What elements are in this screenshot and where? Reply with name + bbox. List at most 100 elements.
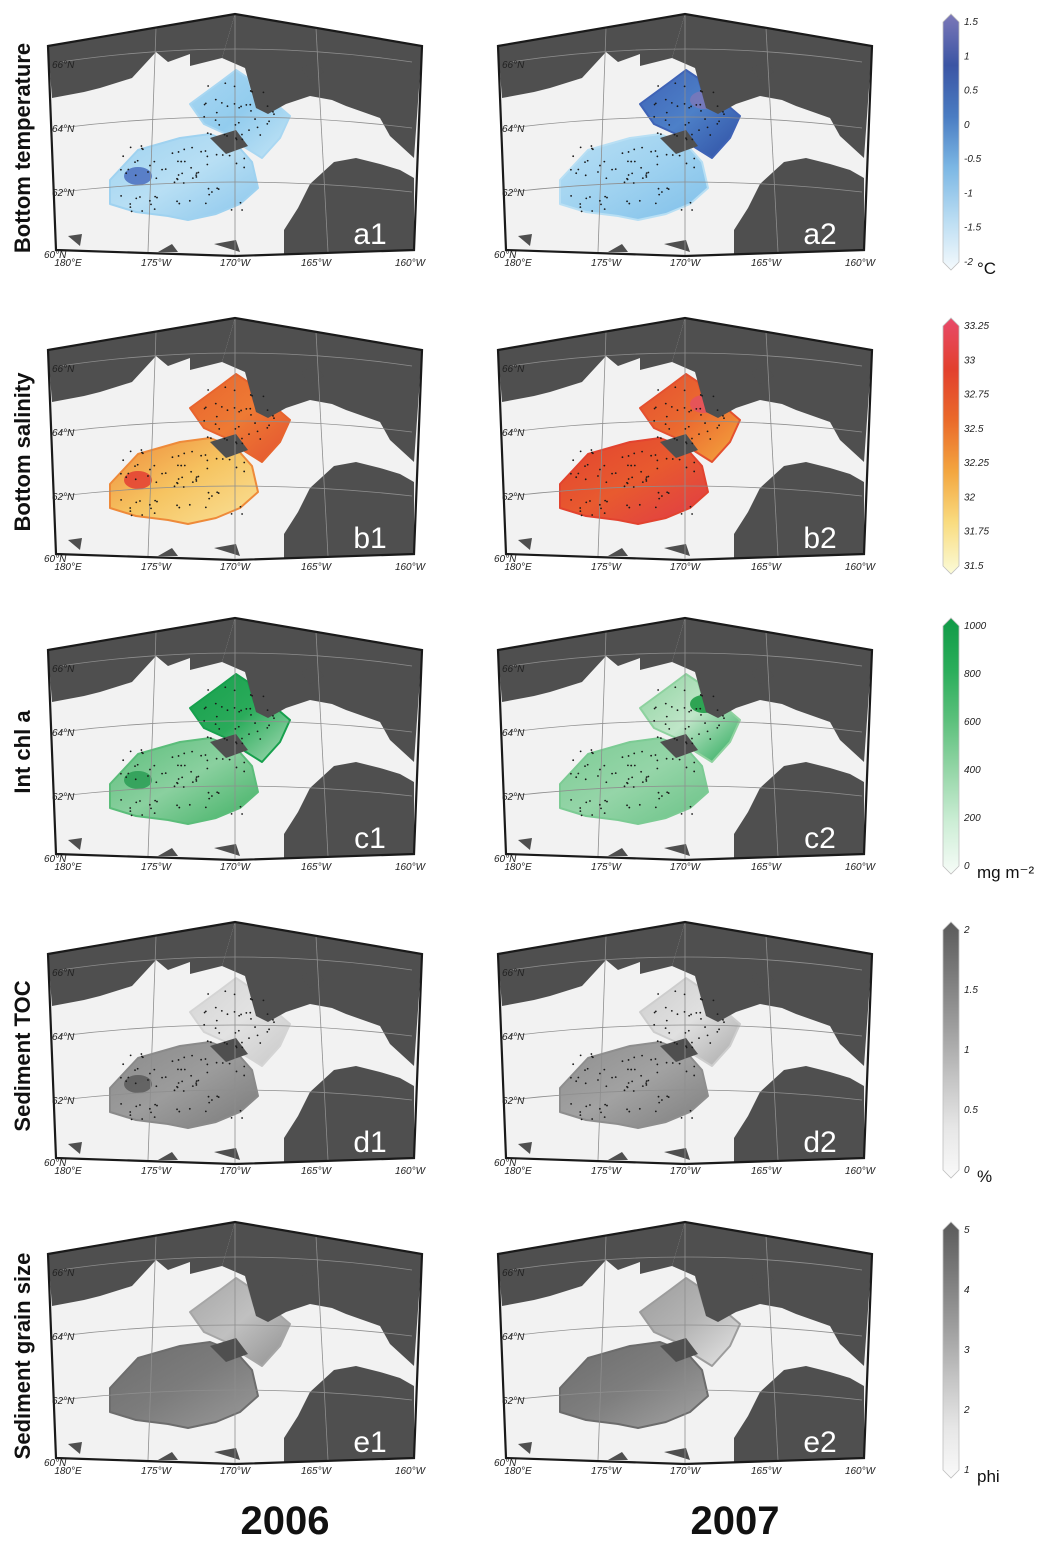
station-dot [266,1013,269,1016]
longitude-label: 160°W [845,1466,877,1477]
station-dot [188,199,191,202]
station-dot [223,1041,226,1044]
station-dot [233,85,236,88]
station-dot [251,694,253,697]
station-dot [650,150,653,153]
longitude-label: 160°W [395,258,427,269]
station-dot [656,467,659,470]
station-dot [570,472,572,475]
longitude-label: 180°E [504,1166,532,1177]
land-mass [68,1142,82,1154]
station-dot [203,707,206,710]
station-dot [248,1037,250,1040]
station-dot [656,1071,659,1074]
station-dot [181,172,184,175]
station-dot [153,160,156,163]
station-dot [176,504,178,507]
station-dot [241,1041,243,1044]
station-dot [161,772,163,775]
colorbar-temperature: 1.5 1 0.5 0 -0.5 -1 -1.5 -2 °C [942,13,996,278]
latitude-label: 66°N [52,968,75,979]
station-dot [130,514,133,517]
station-dot [182,1090,185,1092]
station-dot [645,176,648,178]
station-dot [579,1114,582,1117]
station-dot [251,998,253,1001]
station-dot [660,133,662,136]
latitude-label: 66°N [502,364,525,375]
colorbar-tick-label: -2 [964,257,973,268]
station-dot [691,209,693,211]
station-dot [657,85,660,87]
longitude-line [765,1235,779,1461]
station-dot [203,103,206,106]
latitude-label: 66°N [52,60,75,71]
station-dot [243,1065,246,1068]
station-dot [698,129,700,132]
station-dot [603,812,606,815]
station-dot [579,206,582,209]
colorbar-tick-label: 33.25 [964,321,989,332]
latitude-label: 62°N [502,1096,525,1107]
station-dot [245,408,248,410]
station-dot [235,162,238,165]
station-dot [141,147,143,150]
station-dot [191,781,194,784]
longitude-label: 170°W [220,862,252,873]
station-dot [606,800,608,803]
station-dot [214,1027,217,1030]
station-dot [645,480,648,482]
station-dot [135,801,138,804]
station-dot [638,199,641,202]
station-dot [214,402,217,405]
land-mass [158,1152,178,1160]
latitude-label: 62°N [52,1396,75,1407]
station-dot [626,804,628,807]
station-dot [233,706,236,709]
station-dot [665,153,668,156]
latitude-label: 60°N [494,554,517,565]
station-dot [585,801,588,804]
station-dot [125,476,128,479]
latitude-line [509,1389,863,1401]
land-mass [68,1442,82,1454]
station-dot [129,1114,132,1117]
station-dot [633,752,636,755]
colorbar-grain: 5 4 3 2 1 phi [942,1221,1000,1486]
station-dot [177,174,180,176]
station-dot [190,166,193,169]
station-dot [215,1061,218,1064]
panel-label: e2 [803,1426,836,1459]
station-dot [665,1019,668,1022]
station-dot [689,505,692,508]
station-dot [241,737,243,740]
colorbar-tick-label: 32.5 [964,424,984,435]
data-field-south [559,133,709,221]
station-dot [178,806,181,809]
station-dot [600,1111,602,1114]
station-dot [218,728,221,730]
station-dot [676,709,679,712]
station-dot [690,1013,692,1016]
station-dot [177,464,179,467]
station-dot [584,765,586,768]
land-mass [210,1338,248,1362]
latitude-label: 60°N [44,554,67,565]
map-body [48,618,422,860]
land-mass [664,1448,690,1460]
station-dot [700,1018,702,1020]
station-dot [654,454,657,456]
station-dot [670,705,673,708]
station-dot [666,491,669,494]
station-dot [641,177,644,180]
station-dot [678,154,681,157]
station-dot [228,758,231,761]
station-dot [129,450,132,453]
station-dot [272,1018,274,1021]
latitude-label: 60°N [44,1458,67,1469]
station-dot [125,1080,128,1083]
station-dot [141,451,143,454]
station-dot [584,465,586,468]
station-dot [645,1082,648,1085]
station-dot [177,455,180,457]
